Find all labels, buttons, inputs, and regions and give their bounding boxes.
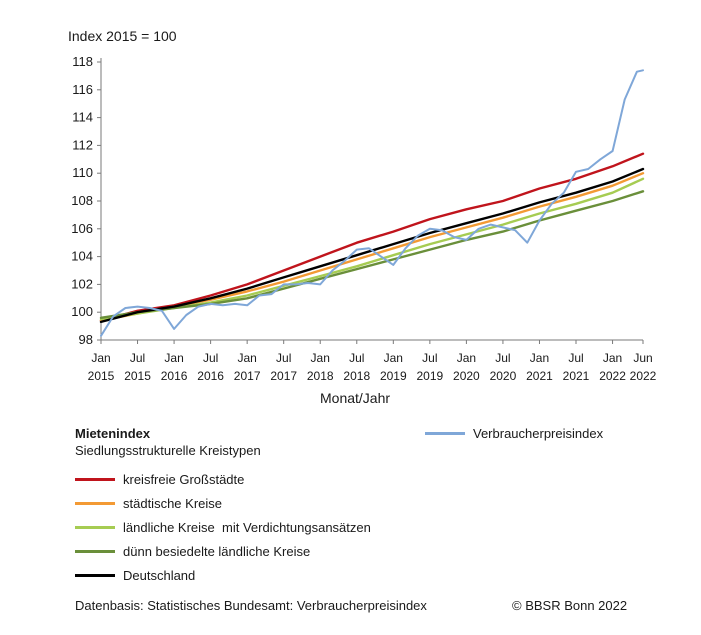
x-tick-month: Jul <box>495 351 510 365</box>
x-tick-month: Jan <box>530 351 549 365</box>
x-tick-month: Jan <box>91 351 110 365</box>
legend-swatch <box>425 431 465 435</box>
x-tick-month: Jul <box>568 351 583 365</box>
x-tick-month: Jan <box>384 351 403 365</box>
legend-subheading: Siedlungsstrukturelle Kreistypen <box>75 443 261 458</box>
x-tick-month: Jan <box>164 351 183 365</box>
legend-heading: Mietenindex <box>75 426 151 441</box>
series-line-5 <box>100 69 644 337</box>
x-tick-month: Jun <box>633 351 652 365</box>
x-tick-year: 2022 <box>599 369 626 383</box>
x-tick-year: 2019 <box>417 369 444 383</box>
y-tick-label: 102 <box>71 276 93 291</box>
x-tick-month: Jul <box>276 351 291 365</box>
copyright-note: © BBSR Bonn 2022 <box>512 598 628 613</box>
x-tick-month: Jul <box>422 351 437 365</box>
x-tick-year: 2016 <box>161 369 188 383</box>
source-note: Datenbasis: Statistisches Bundesamt: Ver… <box>75 598 427 613</box>
y-tick-label: 112 <box>72 137 93 152</box>
x-tick-month: Jul <box>130 351 145 365</box>
x-tick-month: Jan <box>237 351 256 365</box>
y-tick-label: 108 <box>71 193 93 208</box>
x-tick-month: Jan <box>457 351 476 365</box>
x-tick-year: 2020 <box>453 369 480 383</box>
legend-item-staedtische-kreise: städtische Kreise <box>75 494 222 512</box>
chart-lines <box>99 69 645 337</box>
y-tick-label: 114 <box>72 110 93 125</box>
x-tick-year: 2021 <box>526 369 553 383</box>
y-tick-label: 104 <box>71 249 93 264</box>
y-tick-label: 118 <box>72 54 93 69</box>
legend-label: Deutschland <box>123 567 196 583</box>
x-tick-year: 2017 <box>270 369 297 383</box>
x-tick-year: 2019 <box>380 369 407 383</box>
x-tick-year: 2017 <box>234 369 261 383</box>
legend-label: Verbraucherpreisindex <box>473 425 604 441</box>
x-tick-year: 2020 <box>490 369 517 383</box>
x-tick-month: Jan <box>311 351 330 365</box>
y-tick-label: 110 <box>72 165 93 180</box>
x-tick-month: Jan <box>603 351 622 365</box>
legend-swatch <box>75 549 115 553</box>
legend-item-laendliche-verdichtung: ländliche Kreise mit Verdichtungsansätze… <box>75 518 371 536</box>
y-tick-label: 100 <box>71 304 93 319</box>
x-tick-month: Jul <box>203 351 218 365</box>
x-axis-title: Monat/Jahr <box>320 390 391 406</box>
x-tick-year: 2018 <box>343 369 370 383</box>
series-line-3 <box>99 190 645 319</box>
x-tick-year: 2015 <box>124 369 151 383</box>
legend-label: kreisfreie Großstädte <box>123 471 245 487</box>
series-line-4 <box>99 167 645 324</box>
legend-item-verbraucherpreisindex: Verbraucherpreisindex <box>425 424 603 442</box>
legend-swatch <box>75 477 115 481</box>
y-tick-label: 106 <box>71 221 93 236</box>
legend-label: städtische Kreise <box>123 495 222 511</box>
series-line-0 <box>99 152 645 322</box>
legend-item-grossstaedte: kreisfreie Großstädte <box>75 470 244 488</box>
legend-label: ländliche Kreise mit Verdichtungsansätze… <box>123 519 371 535</box>
legend-swatch <box>75 573 115 577</box>
legend-swatch <box>75 501 115 505</box>
x-tick-year: 2022 <box>630 369 657 383</box>
y-axis-title: Index 2015 = 100 <box>68 28 177 44</box>
legend-label: dünn besiedelte ländliche Kreise <box>123 543 311 559</box>
chart-axes: 98 100 102 104 106 108 110 112 114 116 118 Jan 2015 J… <box>71 54 656 383</box>
x-tick-month: Jul <box>349 351 364 365</box>
legend-item-deutschland: Deutschland <box>75 566 195 584</box>
x-tick-year: 2021 <box>563 369 590 383</box>
x-tick-year: 2016 <box>197 369 224 383</box>
y-tick-label: 98 <box>79 332 93 347</box>
legend-swatch <box>75 525 115 529</box>
x-tick-year: 2015 <box>88 369 115 383</box>
legend-item-duenn-besiedelt: dünn besiedelte ländliche Kreise <box>75 542 310 560</box>
y-tick-label: 116 <box>72 82 93 97</box>
x-tick-year: 2018 <box>307 369 334 383</box>
